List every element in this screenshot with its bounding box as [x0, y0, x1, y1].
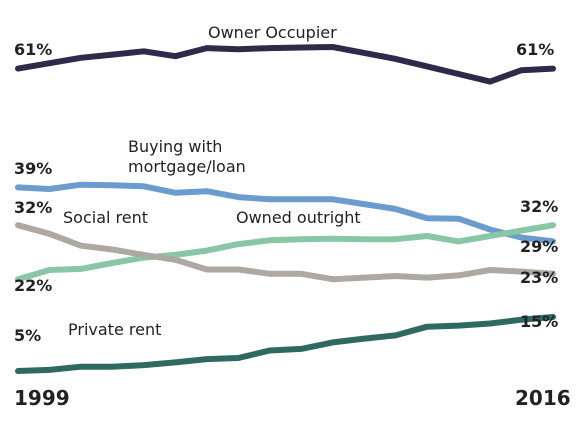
mortgage-line: [15, 181, 556, 245]
private-rent-line: [15, 314, 556, 374]
owner-occupier-end-label: 61%: [516, 40, 554, 59]
private-rent-end-label: 15%: [520, 312, 558, 331]
social-rent-start-label: 32%: [14, 198, 52, 217]
owned-outright-series-label: Owned outright: [236, 208, 361, 227]
owner-occupier-start-label: 61%: [14, 40, 52, 59]
x-start-year-label: 1999: [14, 386, 70, 410]
series-lines: [15, 44, 556, 374]
owned-outright-end-label: 32%: [520, 197, 558, 216]
mortgage-start-label: 39%: [14, 159, 52, 178]
labels: 61% 61% 39% 29% 22% 32% 32% 23% 5% 15% O…: [14, 23, 571, 410]
mortgage-series-label-line-1: Buying with: [128, 137, 222, 156]
mortgage-end-label: 29%: [520, 237, 558, 256]
owner-occupier-series-label: Owner Occupier: [208, 23, 337, 42]
owned-outright-line: [15, 222, 556, 283]
private-rent-series-label: Private rent: [68, 320, 161, 339]
mortgage-series-label-line-2: mortgage/loan: [128, 157, 246, 176]
social-rent-end-label: 23%: [520, 268, 558, 287]
owner-occupier-line: [15, 44, 556, 85]
social-rent-line: [15, 222, 556, 283]
private-rent-start-label: 5%: [14, 326, 41, 345]
x-end-year-label: 2016: [515, 386, 571, 410]
social-rent-series-label: Social rent: [63, 208, 148, 227]
owned-outright-start-label: 22%: [14, 276, 52, 295]
